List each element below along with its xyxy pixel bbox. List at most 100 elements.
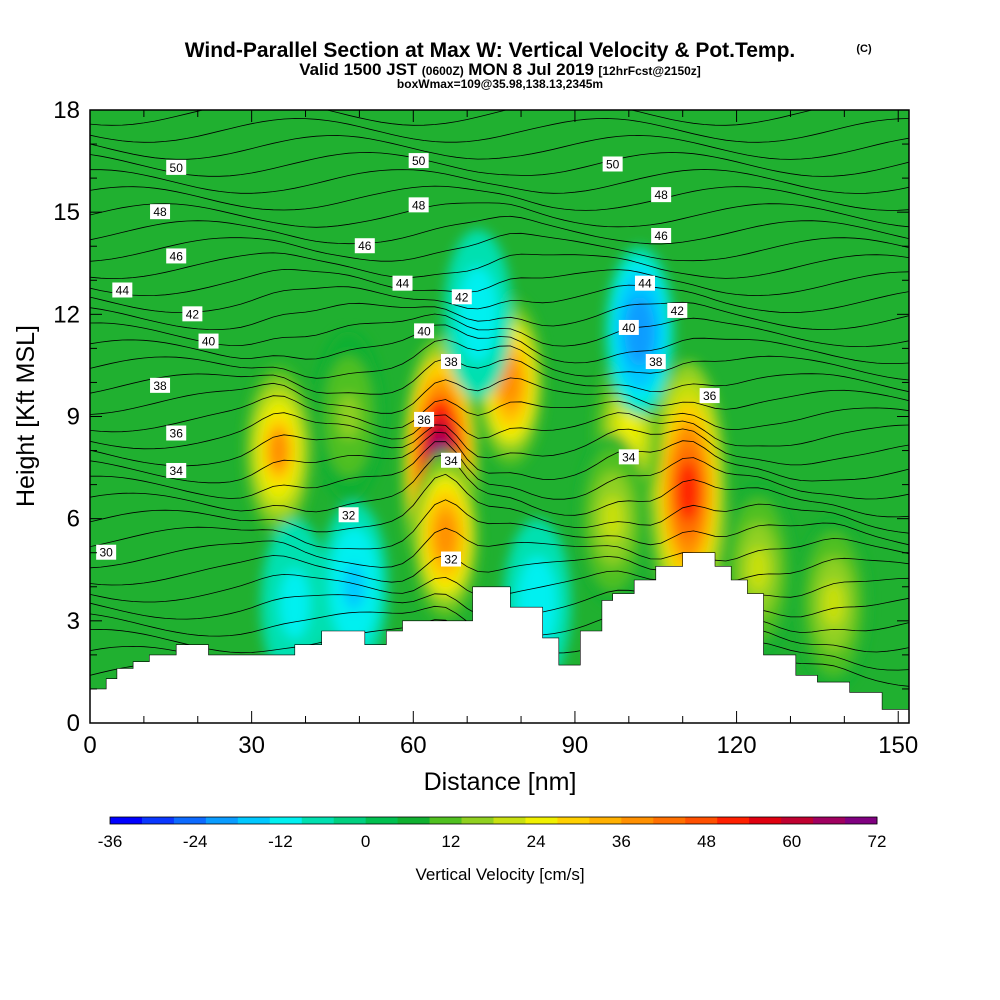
isentrope-label: 32 (441, 551, 462, 567)
velocity-core (411, 450, 480, 621)
isentrope-label: 34 (441, 452, 462, 468)
isentrope-label-text: 34 (622, 450, 636, 464)
isentrope-label: 48 (408, 197, 429, 213)
isentrope-label: 42 (182, 306, 203, 322)
isentrope-label-text: 30 (99, 546, 113, 560)
isentrope-label-text: 40 (417, 324, 431, 338)
isentrope-label: 40 (414, 323, 435, 339)
subtitle-utc: (0600Z) (422, 64, 464, 78)
velocity-contour (676, 461, 700, 522)
colorbar-swatch (429, 817, 463, 824)
velocity-contour (747, 547, 769, 593)
x-tick-label: 90 (562, 732, 589, 759)
isentrope-label-text: 34 (444, 454, 458, 468)
isentrope-label-box (150, 204, 171, 220)
isentrope-line (90, 268, 909, 297)
isentrope-label-text: 38 (649, 355, 663, 369)
isentrope-label: 44 (634, 275, 655, 291)
subtitle-forecast: [12hrFcst@2150z] (598, 64, 700, 78)
isentrope-label-text: 48 (412, 198, 426, 212)
isentrope-label-box (414, 323, 435, 339)
isentrope-label-text: 44 (638, 277, 652, 291)
isentrope-line (90, 152, 909, 177)
colorbar-swatch (685, 817, 718, 824)
x-axis-label: Distance [nm] (424, 768, 577, 796)
velocity-contour (434, 513, 457, 559)
isentrope-label-text: 38 (153, 379, 167, 393)
colorbar-swatch (110, 817, 143, 824)
isentrope-label-text: 32 (444, 553, 458, 567)
isentrope-label-box (441, 452, 462, 468)
colorbar-tick-label: -36 (98, 832, 123, 851)
y-tick-label: 15 (53, 199, 80, 226)
isentrope-line (90, 377, 909, 415)
y-tick-label: 6 (67, 506, 80, 533)
isentrope-line (90, 554, 909, 586)
velocity-contour (467, 291, 489, 337)
colorbar-swatch (397, 817, 431, 824)
isentrope-label: 42 (667, 302, 688, 318)
isentrope-label-box (112, 282, 133, 298)
isentrope-label-text: 40 (202, 335, 216, 349)
colorbar-swatch (205, 817, 239, 824)
subtitle: Valid 1500 JST (0600Z) MON 8 Jul 2019 [1… (299, 60, 701, 79)
isentrope-line (90, 169, 909, 194)
x-tick-label: 150 (878, 732, 918, 759)
y-tick-label: 12 (53, 301, 80, 328)
colorbar-label: Vertical Velocity [cm/s] (415, 865, 584, 884)
isentrope-label-text: 42 (671, 304, 685, 318)
isentrope-label-text: 50 (412, 154, 426, 168)
isentrope-label-box (441, 551, 462, 567)
velocity-core (244, 365, 313, 536)
isentrope-label-box (645, 354, 666, 370)
isentrope-label: 34 (166, 462, 187, 478)
isentrope-label-box (166, 248, 187, 264)
isentrope-label: 38 (441, 354, 462, 370)
isentrope-label: 34 (618, 449, 639, 465)
isentrope-label-text: 34 (170, 464, 184, 478)
isentrope-line (90, 232, 909, 262)
isentrope-label-box (408, 153, 429, 169)
velocity-contour (601, 496, 624, 542)
isentrope-label: 48 (150, 204, 171, 220)
isentrope-label-text: 46 (654, 229, 668, 243)
isentrope-label-text: 46 (170, 249, 184, 263)
isentrope-label-box (166, 462, 187, 478)
colorbar-swatch (269, 817, 303, 824)
isentrope-label: 46 (166, 248, 187, 264)
isentrope-label: 40 (198, 333, 219, 349)
isentrope-line (90, 324, 909, 364)
colorbar-frame (109, 816, 878, 825)
colorbar-swatch (365, 817, 399, 824)
colorbar-tick-label: 48 (697, 832, 716, 851)
subtitle-date: MON 8 Jul 2019 (468, 60, 594, 79)
y-tick-label: 18 (53, 97, 80, 124)
subtitle2: boxWmax=109@35.98,138.13,2345m (397, 77, 603, 91)
colorbar-swatch (173, 817, 207, 824)
isentrope-label: 50 (166, 159, 187, 175)
y-tick-label: 0 (67, 710, 80, 737)
isentrope-label-text: 46 (358, 239, 372, 253)
isentrope-label-text: 36 (417, 413, 431, 427)
isentrope-label-box (166, 425, 187, 441)
isentrope-line (90, 454, 909, 518)
colorbar-swatch (141, 817, 175, 824)
isentrope-label: 48 (651, 187, 672, 203)
isentrope-label: 50 (408, 153, 429, 169)
isentrope-line (90, 527, 909, 569)
colorbar-swatch (237, 817, 271, 824)
isentrope-label: 44 (392, 275, 413, 291)
x-axis: 0 30 60 90 120 150 (83, 110, 918, 759)
isentrope-label-box (392, 275, 413, 291)
isentrope-label: 50 (602, 156, 623, 172)
isentrope-label: 38 (645, 354, 666, 370)
velocity-core (320, 501, 389, 672)
colorbar-tick-label: 72 (868, 832, 887, 851)
isentrope-label-box (408, 197, 429, 213)
isentrope-label-box (451, 289, 472, 305)
isentrope-label-text: 48 (654, 188, 668, 202)
